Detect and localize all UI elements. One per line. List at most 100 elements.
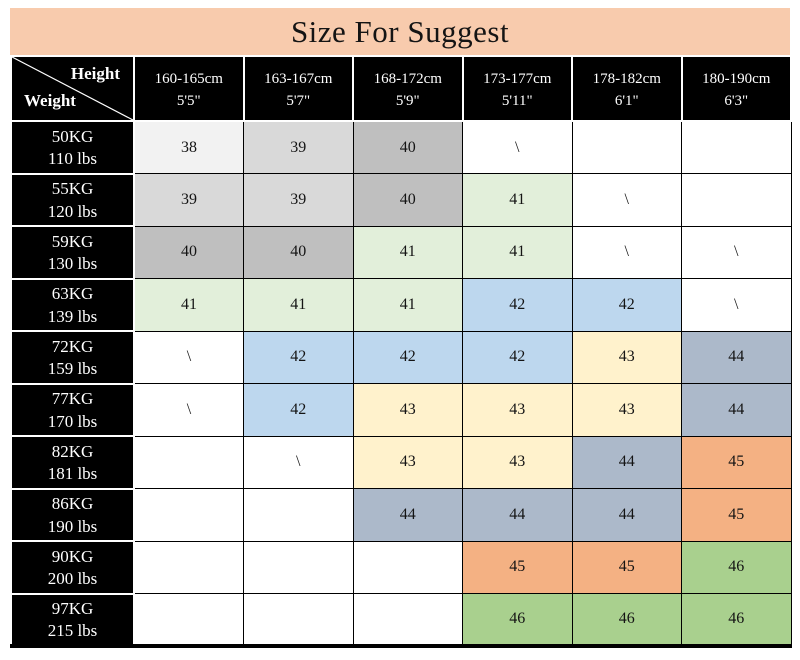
corner-cell: Height Weight [10, 55, 135, 122]
column-header: 180-190cm 6'3" [680, 55, 792, 122]
size-cell: 43 [352, 435, 463, 489]
size-cell: 42 [462, 278, 573, 332]
corner-weight-label: Weight [24, 91, 76, 110]
size-cell: 44 [681, 383, 792, 437]
weight-kg: 82KG [51, 441, 94, 461]
weight-lbs: 215 lbs [47, 621, 98, 641]
weight-lbs: 170 lbs [47, 411, 98, 431]
size-cell: \ [681, 225, 792, 279]
size-cell: 42 [462, 330, 573, 384]
size-cell: 42 [352, 330, 463, 384]
size-cell [571, 120, 682, 174]
row-weight-header: 72KG 159 lbs [10, 330, 135, 385]
weight-kg: 50KG [51, 126, 94, 146]
size-cell: 45 [681, 488, 792, 542]
column-header: 178-182cm 6'1" [571, 55, 683, 122]
size-cell: 41 [133, 278, 244, 332]
column-height-ft: 5'9" [395, 93, 420, 110]
column-height-cm: 168-172cm [373, 70, 442, 87]
size-cell: \ [243, 435, 354, 489]
weight-lbs: 130 lbs [47, 254, 98, 274]
column-height-ft: 6'1" [614, 93, 639, 110]
weight-lbs: 190 lbs [47, 516, 98, 536]
weight-kg: 97KG [51, 598, 94, 618]
table-row: 97KG 215 lbs 46 46 46 [10, 592, 792, 647]
size-cell [133, 488, 244, 542]
size-cell: 39 [243, 173, 354, 227]
column-height-cm: 178-182cm [592, 70, 661, 87]
size-cell: 45 [681, 435, 792, 489]
table-row: 77KG 170 lbs \ 42 43 43 43 44 [10, 382, 792, 437]
size-table: Height Weight 160-165cm 5'5" 163-167cm 5'7"… [10, 55, 792, 648]
column-height-cm: 163-167cm [264, 70, 333, 87]
weight-kg: 86KG [51, 494, 94, 514]
weight-kg: 55KG [51, 179, 94, 199]
column-height-cm: 160-165cm [154, 70, 223, 87]
size-cell [243, 593, 354, 647]
row-weight-header: 77KG 170 lbs [10, 382, 135, 437]
size-cell [133, 540, 244, 594]
size-cell: 43 [571, 330, 682, 384]
size-cell: 40 [352, 120, 463, 174]
column-height-ft: 5'7" [286, 93, 311, 110]
table-row: 59KG 130 lbs 40 40 41 41 \ \ [10, 225, 792, 280]
size-cell: 42 [571, 278, 682, 332]
row-weight-header: 97KG 215 lbs [10, 592, 135, 647]
size-cell: 39 [243, 120, 354, 174]
size-cell [352, 540, 463, 594]
row-weight-header: 86KG 190 lbs [10, 487, 135, 542]
weight-lbs: 159 lbs [47, 359, 98, 379]
size-cell: 44 [571, 488, 682, 542]
size-cell: 43 [462, 435, 573, 489]
column-height-cm: 180-190cm [702, 70, 771, 87]
table-row: 90KG 200 lbs 45 45 46 [10, 540, 792, 595]
size-cell: 41 [462, 173, 573, 227]
size-cell: 45 [571, 540, 682, 594]
size-cell: 46 [571, 593, 682, 647]
size-cell: 44 [462, 488, 573, 542]
size-cell: 41 [352, 278, 463, 332]
row-weight-header: 59KG 130 lbs [10, 225, 135, 280]
size-cell: 42 [243, 383, 354, 437]
size-cell: 46 [462, 593, 573, 647]
table-row: 72KG 159 lbs \ 42 42 42 43 44 [10, 330, 792, 385]
size-cell [243, 540, 354, 594]
row-weight-header: 90KG 200 lbs [10, 540, 135, 595]
weight-lbs: 110 lbs [48, 149, 97, 169]
size-cell: 41 [352, 225, 463, 279]
diagonal-line-icon [12, 57, 133, 120]
row-weight-header: 82KG 181 lbs [10, 435, 135, 490]
size-cell: \ [571, 173, 682, 227]
size-cell: 42 [243, 330, 354, 384]
header-row: Height Weight 160-165cm 5'5" 163-167cm 5'7"… [10, 55, 792, 122]
column-header: 160-165cm 5'5" [133, 55, 245, 122]
size-cell: 40 [243, 225, 354, 279]
table-row: 86KG 190 lbs 44 44 44 45 [10, 487, 792, 542]
weight-lbs: 120 lbs [47, 201, 98, 221]
size-cell [133, 593, 244, 647]
row-weight-header: 50KG 110 lbs [10, 120, 135, 175]
size-cell: 44 [681, 330, 792, 384]
column-height-cm: 173-177cm [483, 70, 552, 87]
size-cell: 41 [243, 278, 354, 332]
weight-lbs: 181 lbs [47, 464, 98, 484]
column-height-ft: 6'3" [724, 93, 749, 110]
size-cell: 40 [352, 173, 463, 227]
size-cell: 40 [133, 225, 244, 279]
row-weight-header: 63KG 139 lbs [10, 277, 135, 332]
size-cell: 44 [571, 435, 682, 489]
column-header: 173-177cm 5'11" [461, 55, 573, 122]
chart-title: Size For Suggest [10, 8, 790, 55]
size-cell: 46 [681, 593, 792, 647]
weight-kg: 63KG [51, 284, 94, 304]
weight-kg: 90KG [51, 546, 94, 566]
size-cell [352, 593, 463, 647]
weight-kg: 72KG [51, 336, 94, 356]
column-height-ft: 5'5" [176, 93, 201, 110]
size-cell: \ [681, 278, 792, 332]
weight-lbs: 139 lbs [47, 306, 98, 326]
size-cell [681, 120, 792, 174]
size-cell: 43 [352, 383, 463, 437]
table-row: 55KG 120 lbs 39 39 40 41 \ [10, 172, 792, 227]
